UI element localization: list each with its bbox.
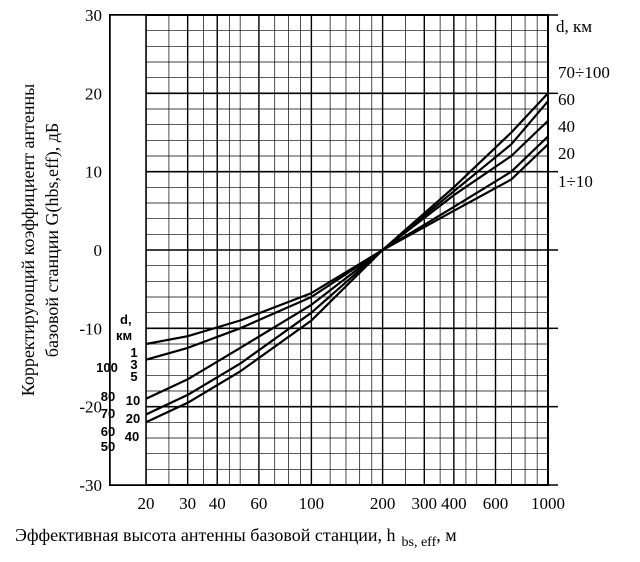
left-series-label: 40 <box>125 429 139 444</box>
right-series-label: 1÷10 <box>558 172 593 191</box>
x-tick-label: 60 <box>250 494 267 513</box>
x-tick-label: 1000 <box>531 494 565 513</box>
series-line-5 <box>145 143 549 346</box>
x-axis-label-subscript: bs, eff <box>402 535 437 550</box>
series-lines <box>145 92 549 424</box>
left-legend-header-km: км <box>116 328 132 343</box>
y-tick-label: 0 <box>94 241 103 260</box>
right-series-label: 60 <box>558 90 575 109</box>
y-axis-label: Корректирующий коэффициент антенны базов… <box>18 84 63 397</box>
left-series-label: 100 <box>96 360 118 375</box>
right-series-label: 70÷100 <box>558 63 610 82</box>
x-tick-label: 30 <box>179 494 196 513</box>
series-line-3 <box>145 120 549 424</box>
series-line-4 <box>145 135 549 361</box>
x-axis-label-unit: , м <box>436 525 456 545</box>
x-tick-label: 300 <box>412 494 438 513</box>
major-gridlines <box>145 14 549 486</box>
x-tick-label: 40 <box>209 494 226 513</box>
series-line-2 <box>145 100 549 416</box>
x-tick-label: 100 <box>299 494 325 513</box>
left-series-label: 60 <box>101 424 115 439</box>
right-series-labels: 70÷100 60 40 20 1÷10 <box>558 63 610 191</box>
right-series-label: 40 <box>558 117 575 136</box>
left-series-label: 3 <box>130 357 137 372</box>
x-tick-label: 200 <box>370 494 396 513</box>
y-tick-label: -30 <box>79 476 102 495</box>
x-axis-label: Эффективная высота антенны базовой станц… <box>15 525 457 550</box>
y-axis-label-line2: базовой станции G(hbs,eff), дБ <box>42 123 63 357</box>
left-series-label: 10 <box>126 393 140 408</box>
left-series-label: 20 <box>126 411 140 426</box>
x-tick-label: 600 <box>483 494 509 513</box>
x-tick-label: 20 <box>138 494 155 513</box>
series-line-1 <box>145 92 549 400</box>
y-tick-label: -20 <box>79 398 102 417</box>
y-tick-label: 20 <box>85 84 102 103</box>
x-axis-ticks: 20 30 40 60 100 200 300 400 600 1000 <box>138 494 566 513</box>
left-series-label: 80 <box>101 389 115 404</box>
y-tick-label: 10 <box>85 163 102 182</box>
x-axis-label-main: Эффективная высота антенны базовой станц… <box>15 525 396 545</box>
y-tick-label: -10 <box>79 319 102 338</box>
left-series-label: 5 <box>130 369 137 384</box>
y-axis-label-line1: Корректирующий коэффициент антенны <box>18 84 38 397</box>
left-series-label: 50 <box>101 439 115 454</box>
right-series-label: 20 <box>558 144 575 163</box>
y-tick-label: 30 <box>85 6 102 25</box>
x-tick-label: 400 <box>441 494 467 513</box>
left-series-label: 1 <box>130 345 137 360</box>
left-legend-strip <box>109 14 147 486</box>
left-series-label: 70 <box>101 406 115 421</box>
right-legend-header: d, км <box>556 17 592 36</box>
left-legend-header-d: d, <box>120 312 132 327</box>
